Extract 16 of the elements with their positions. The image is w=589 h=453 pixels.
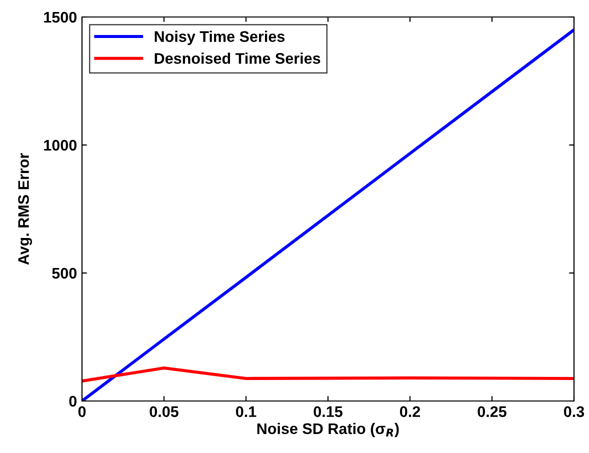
x-tick-label: 0.2 bbox=[400, 406, 420, 418]
x-tick-label: 0.25 bbox=[478, 406, 506, 418]
y-tick-label: 1500 bbox=[44, 12, 77, 23]
line-series bbox=[82, 366, 574, 383]
legend-label: Noisy Time Series bbox=[154, 30, 285, 45]
x-tick-label: 0.1 bbox=[236, 406, 256, 418]
y-tick-label: 0 bbox=[69, 396, 77, 407]
x-tick-label: 0 bbox=[78, 406, 86, 418]
x-tick-label: 0.15 bbox=[314, 406, 342, 418]
y-tick-label: 500 bbox=[52, 268, 77, 279]
x-tick-label: 0.05 bbox=[150, 406, 178, 418]
y-axis-title: Avg. RMS Error bbox=[18, 153, 32, 265]
x-axis-title: Noise SD Ratio (σ$_{R}$) bbox=[257, 422, 399, 438]
x-tick-label: 0.3 bbox=[564, 406, 584, 418]
legend-label: Desnoised Time Series bbox=[154, 52, 320, 64]
y-tick-label: 1000 bbox=[44, 140, 77, 151]
